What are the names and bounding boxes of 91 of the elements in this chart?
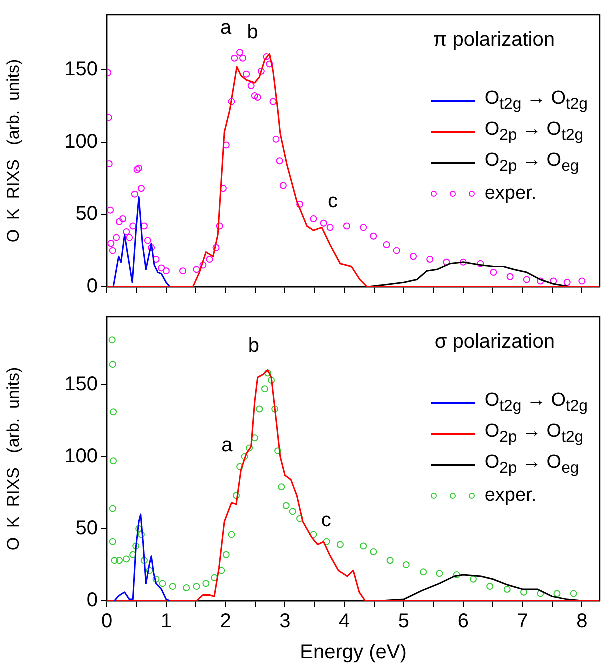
point (140, 557, 148, 564)
legend-label: exper. (484, 182, 537, 204)
point (108, 336, 116, 344)
x-tick-label: 4 (339, 610, 350, 633)
point (109, 505, 116, 512)
point (554, 590, 561, 598)
point (241, 453, 248, 460)
point (504, 586, 511, 593)
text: π polarization (433, 29, 555, 52)
point (183, 584, 190, 592)
point (211, 574, 218, 582)
point (386, 557, 394, 564)
point (193, 583, 200, 590)
annotation: a (220, 17, 232, 40)
point (268, 376, 276, 384)
annotation: b (247, 21, 258, 44)
legend-label: O$_{t2g}$ → O$_{t2g}$ (484, 88, 588, 114)
point (453, 572, 460, 579)
point (132, 542, 140, 550)
x-axis-title: Energy (eV) (300, 642, 407, 664)
point (111, 557, 118, 564)
point (110, 408, 118, 416)
point (256, 406, 264, 413)
y-tick-label: 0 (86, 590, 98, 612)
point (370, 548, 378, 556)
point (570, 590, 578, 598)
text: σ polarization (434, 331, 555, 354)
point (169, 583, 176, 590)
legend-label: O$_{2p}$ → O$_{eg}$ (484, 150, 580, 176)
point (159, 580, 166, 588)
point (262, 386, 268, 393)
legend-label: O$_{2p}$ → O$_{t2g}$ (484, 420, 584, 446)
point (152, 576, 160, 583)
point (228, 531, 236, 538)
point (138, 531, 145, 538)
annotation: b (248, 334, 260, 357)
point (282, 502, 290, 510)
point (202, 580, 210, 588)
point (486, 583, 494, 590)
point (310, 531, 318, 538)
point (109, 538, 116, 546)
point (272, 406, 279, 413)
point (296, 515, 304, 522)
x-tick-label: 8 (576, 610, 588, 633)
y-tick-label: 100 (64, 445, 98, 468)
y-tick-label: 100 (64, 130, 98, 153)
legend-label: O$_{2p}$ → O$_{t2g}$ (484, 118, 584, 144)
point (520, 588, 528, 596)
annotation: c (328, 190, 338, 213)
point (537, 590, 544, 598)
point (236, 463, 244, 470)
point (109, 361, 116, 368)
point (289, 508, 296, 516)
x-tick-label: 6 (458, 610, 469, 633)
point (146, 567, 154, 574)
point (436, 570, 444, 578)
x-tick-label: 5 (398, 610, 410, 633)
y-axis-title: O K RIXS (arb. units) (4, 367, 23, 551)
legend-label: O$_{t2g}$ → O$_{t2g}$ (484, 390, 588, 416)
point (470, 576, 477, 583)
x-tick-label: 2 (220, 610, 232, 633)
x-tick-label: 3 (280, 610, 291, 633)
legend-label: O$_{2p}$ → O$_{eg}$ (484, 452, 580, 478)
y-tick-label: 50 (76, 517, 98, 540)
point (246, 444, 254, 452)
x-tick-label: 7 (517, 610, 528, 633)
point (218, 567, 226, 574)
annotation: c (321, 509, 332, 532)
point (110, 458, 118, 465)
y-tick-label: 150 (64, 373, 98, 396)
x-tick-label: 1 (160, 610, 172, 633)
point (232, 492, 240, 500)
point (274, 448, 282, 455)
y-axis-title: O K RIXS (arb. units) (4, 59, 23, 243)
legend-label: exper. (484, 484, 537, 506)
point (402, 561, 410, 568)
point (336, 541, 344, 548)
annotation: a (222, 434, 234, 456)
point (222, 551, 230, 558)
y-tick-label: 0 (86, 276, 98, 298)
y-tick-label: 150 (64, 58, 98, 80)
point (123, 556, 130, 563)
point (420, 568, 428, 576)
x-tick-label: 0 (101, 610, 113, 633)
point (360, 542, 368, 550)
point (116, 557, 123, 564)
point (323, 538, 330, 546)
y-tick-label: 50 (76, 203, 98, 226)
point (264, 370, 272, 377)
point (278, 484, 286, 491)
point (251, 434, 258, 442)
